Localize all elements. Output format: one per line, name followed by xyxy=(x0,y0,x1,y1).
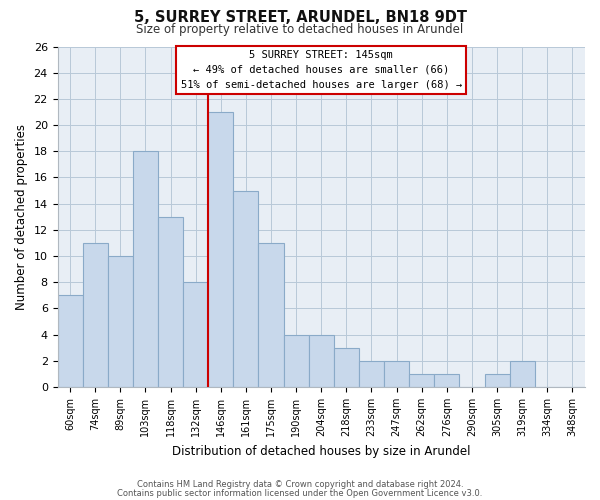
Bar xyxy=(509,361,535,387)
Bar xyxy=(183,282,208,387)
Bar xyxy=(309,334,334,387)
Bar xyxy=(83,243,108,387)
Bar xyxy=(133,152,158,387)
Bar xyxy=(409,374,434,387)
Text: Contains public sector information licensed under the Open Government Licence v3: Contains public sector information licen… xyxy=(118,489,482,498)
Text: 5 SURREY STREET: 145sqm
← 49% of detached houses are smaller (66)
51% of semi-de: 5 SURREY STREET: 145sqm ← 49% of detache… xyxy=(181,50,462,90)
Bar xyxy=(233,190,259,387)
Bar xyxy=(485,374,509,387)
Text: Size of property relative to detached houses in Arundel: Size of property relative to detached ho… xyxy=(136,22,464,36)
Bar xyxy=(58,296,83,387)
Bar xyxy=(108,256,133,387)
Bar xyxy=(334,348,359,387)
Bar xyxy=(384,361,409,387)
Bar xyxy=(259,243,284,387)
Text: Contains HM Land Registry data © Crown copyright and database right 2024.: Contains HM Land Registry data © Crown c… xyxy=(137,480,463,489)
Bar xyxy=(158,217,183,387)
Y-axis label: Number of detached properties: Number of detached properties xyxy=(15,124,28,310)
Bar xyxy=(208,112,233,387)
Bar xyxy=(284,334,309,387)
X-axis label: Distribution of detached houses by size in Arundel: Distribution of detached houses by size … xyxy=(172,444,470,458)
Bar xyxy=(359,361,384,387)
Text: 5, SURREY STREET, ARUNDEL, BN18 9DT: 5, SURREY STREET, ARUNDEL, BN18 9DT xyxy=(133,10,467,25)
Bar xyxy=(434,374,460,387)
